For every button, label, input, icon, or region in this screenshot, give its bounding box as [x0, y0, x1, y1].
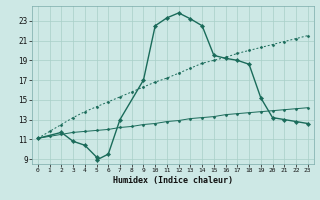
X-axis label: Humidex (Indice chaleur): Humidex (Indice chaleur): [113, 176, 233, 185]
